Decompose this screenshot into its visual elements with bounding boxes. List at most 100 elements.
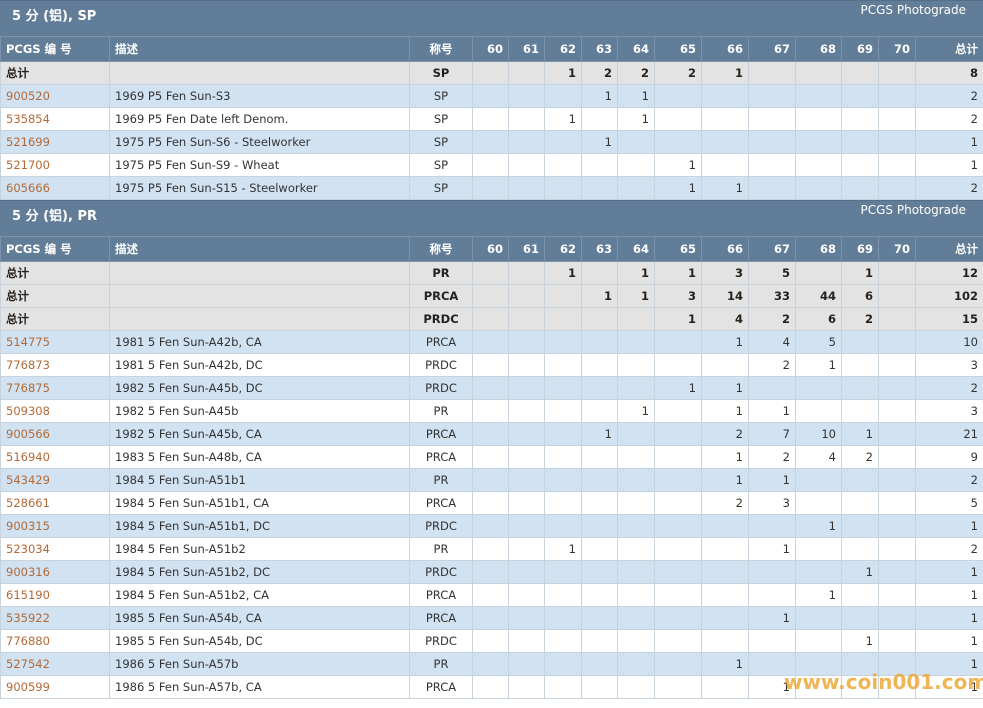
total-count-cell: 1 xyxy=(915,514,983,538)
grade-count-cell xyxy=(701,130,749,154)
coin-description: 1969 P5 Fen Date left Denom. xyxy=(109,107,410,131)
pcgs-number-link[interactable]: 900316 xyxy=(0,560,110,584)
total-count-cell: 15 xyxy=(915,307,983,331)
designation-cell: PRCA xyxy=(409,330,473,354)
grade-count-cell xyxy=(878,583,916,607)
pcgs-number-link[interactable]: 776880 xyxy=(0,629,110,653)
grade-count-cell xyxy=(544,376,582,400)
coin-description: 1982 5 Fen Sun-A45b xyxy=(109,399,410,423)
coin-description: 1985 5 Fen Sun-A54b, DC xyxy=(109,629,410,653)
pcgs-number-link[interactable]: 527542 xyxy=(0,652,110,676)
pcgs-number-link[interactable]: 900566 xyxy=(0,422,110,446)
grade-count-cell: 1 xyxy=(841,560,879,584)
grade-count-cell: 6 xyxy=(795,307,842,331)
grade-count-cell xyxy=(472,261,509,285)
total-count-cell: 2 xyxy=(915,537,983,561)
grade-count-cell: 1 xyxy=(617,284,655,308)
column-header-grade: 60 xyxy=(472,36,509,62)
pcgs-number-link[interactable]: 521700 xyxy=(0,153,110,177)
grade-count-cell xyxy=(748,84,796,108)
grade-count-cell xyxy=(654,583,702,607)
photograde-link[interactable]: PCGS Photograde xyxy=(860,3,966,17)
pcgs-number-link[interactable]: 528661 xyxy=(0,491,110,515)
pcgs-number-link[interactable]: 543429 xyxy=(0,468,110,492)
grade-count-cell xyxy=(795,468,842,492)
column-header-designation: 称号 xyxy=(409,236,473,262)
table-row: 528661 1984 5 Fen Sun-A51b1, CA PRCA 2 3 5 xyxy=(0,491,983,515)
pcgs-number-link[interactable]: 900520 xyxy=(0,84,110,108)
table-row: 535854 1969 P5 Fen Date left Denom. SP 1 1 2 xyxy=(0,107,983,131)
grade-count-cell xyxy=(472,307,509,331)
table-row: 900316 1984 5 Fen Sun-A51b2, DC PRDC 1 1 xyxy=(0,560,983,584)
grade-count-cell xyxy=(654,353,702,377)
total-row: 总计 PRDC 1 4 2 6 2 15 xyxy=(0,307,983,331)
table-row: 900520 1969 P5 Fen Sun-S3 SP 1 1 2 xyxy=(0,84,983,108)
coin-description: 1986 5 Fen Sun-A57b xyxy=(109,652,410,676)
total-count-cell: 102 xyxy=(915,284,983,308)
grade-count-cell xyxy=(472,675,509,699)
grade-count-cell xyxy=(654,84,702,108)
pcgs-number-link[interactable]: 900599 xyxy=(0,675,110,699)
grade-count-cell xyxy=(701,583,749,607)
total-count-cell: 1 xyxy=(915,606,983,630)
grade-count-cell xyxy=(795,376,842,400)
grade-count-cell xyxy=(878,61,916,85)
grade-count-cell xyxy=(795,629,842,653)
grade-count-cell xyxy=(841,353,879,377)
pcgs-number-link[interactable]: 521699 xyxy=(0,130,110,154)
grade-count-cell xyxy=(654,560,702,584)
grade-count-cell xyxy=(617,176,655,200)
grade-count-cell xyxy=(544,445,582,469)
pcgs-number-link[interactable]: 516940 xyxy=(0,445,110,469)
pcgs-number-link[interactable]: 776875 xyxy=(0,376,110,400)
grade-count-cell: 2 xyxy=(617,61,655,85)
grade-count-cell xyxy=(878,560,916,584)
pcgs-number-link[interactable]: 535854 xyxy=(0,107,110,131)
pcgs-number-link[interactable]: 776873 xyxy=(0,353,110,377)
pcgs-number-link[interactable]: 535922 xyxy=(0,606,110,630)
pcgs-number-link[interactable]: 509308 xyxy=(0,399,110,423)
grade-count-cell xyxy=(795,176,842,200)
grade-count-cell xyxy=(581,307,618,331)
pcgs-number-link[interactable]: 605666 xyxy=(0,176,110,200)
coin-description: 1986 5 Fen Sun-A57b, CA xyxy=(109,675,410,699)
grade-count-cell xyxy=(654,491,702,515)
column-header-total: 总计 xyxy=(915,236,983,262)
grade-count-cell xyxy=(581,376,618,400)
column-header-grade: 62 xyxy=(544,36,582,62)
coin-description: 1984 5 Fen Sun-A51b1, DC xyxy=(109,514,410,538)
grade-count-cell: 5 xyxy=(748,261,796,285)
coin-description: 1982 5 Fen Sun-A45b, DC xyxy=(109,376,410,400)
population-table: PCGS 编 号描述 称号 60 61 62 63 64 65 66 67 68 69 70 总计 总计 PR… xyxy=(0,236,983,699)
grade-count-cell xyxy=(795,560,842,584)
grade-count-cell: 2 xyxy=(748,307,796,331)
photograde-link[interactable]: PCGS Photograde xyxy=(860,203,966,217)
grade-count-cell xyxy=(508,491,545,515)
designation-cell: SP xyxy=(409,130,473,154)
grade-count-cell xyxy=(795,261,842,285)
designation-cell: SP xyxy=(409,107,473,131)
designation-cell: PR xyxy=(409,261,473,285)
grade-count-cell xyxy=(841,491,879,515)
column-header-grade: 64 xyxy=(617,236,655,262)
grade-count-cell xyxy=(878,84,916,108)
pcgs-number-link[interactable]: 900315 xyxy=(0,514,110,538)
grade-count-cell xyxy=(841,107,879,131)
pcgs-number-link[interactable]: 514775 xyxy=(0,330,110,354)
grade-count-cell: 1 xyxy=(617,107,655,131)
column-header-description: 描述 xyxy=(109,236,410,262)
grade-count-cell xyxy=(617,560,655,584)
total-count-cell: 1 xyxy=(915,153,983,177)
grade-count-cell xyxy=(701,107,749,131)
grade-count-cell xyxy=(581,176,618,200)
grade-count-cell xyxy=(748,107,796,131)
grade-count-cell: 1 xyxy=(617,399,655,423)
column-header-grade: 63 xyxy=(581,236,618,262)
coin-description: 1984 5 Fen Sun-A51b2, DC xyxy=(109,560,410,584)
grade-count-cell xyxy=(544,514,582,538)
grade-count-cell: 1 xyxy=(544,261,582,285)
total-count-cell: 12 xyxy=(915,261,983,285)
pcgs-number-link[interactable]: 523034 xyxy=(0,537,110,561)
pcgs-number-link[interactable]: 615190 xyxy=(0,583,110,607)
